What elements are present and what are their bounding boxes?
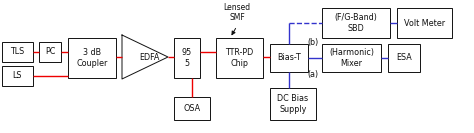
Bar <box>174 38 200 78</box>
Bar <box>216 38 263 78</box>
Bar <box>388 44 420 72</box>
Bar <box>322 8 390 38</box>
Text: 95
5: 95 5 <box>182 48 192 68</box>
Text: Volt Meter: Volt Meter <box>404 18 445 28</box>
Bar <box>2 66 33 86</box>
Text: EDFA: EDFA <box>139 53 160 61</box>
Bar <box>39 42 61 62</box>
Bar <box>270 44 308 72</box>
Text: (Harmonic)
Mixer: (Harmonic) Mixer <box>329 48 374 68</box>
Text: Bias-T: Bias-T <box>277 53 301 63</box>
Bar <box>270 88 316 120</box>
Text: (F/G-Band)
SBD: (F/G-Band) SBD <box>335 13 377 33</box>
Text: LS: LS <box>13 72 22 80</box>
Text: TLS: TLS <box>10 47 25 57</box>
Text: (a): (a) <box>308 70 319 80</box>
Text: Lensed
SMF: Lensed SMF <box>223 3 251 22</box>
Text: TTR-PD
Chip: TTR-PD Chip <box>225 48 254 68</box>
Text: ESA: ESA <box>396 53 412 63</box>
Text: DC Bias
Supply: DC Bias Supply <box>277 94 309 114</box>
Bar <box>68 38 116 78</box>
Bar <box>397 8 452 38</box>
Text: OSA: OSA <box>183 104 201 113</box>
Text: (b): (b) <box>307 38 319 47</box>
Bar <box>322 44 381 72</box>
Bar <box>174 97 210 120</box>
Bar <box>2 42 33 62</box>
Text: 3 dB
Coupler: 3 dB Coupler <box>76 48 108 68</box>
Text: PC: PC <box>45 47 55 57</box>
